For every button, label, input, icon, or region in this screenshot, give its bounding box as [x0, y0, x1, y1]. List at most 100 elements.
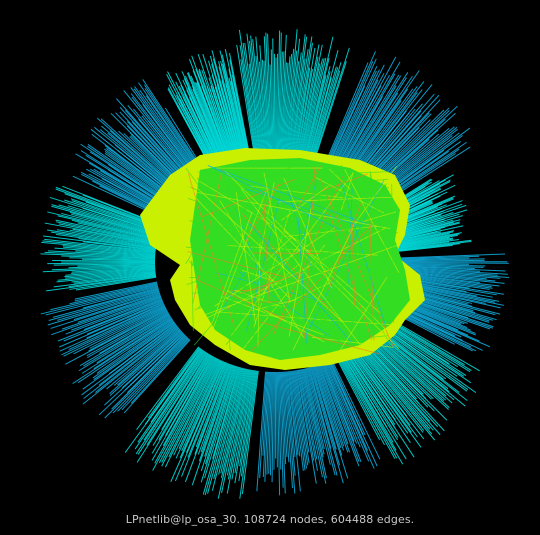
edge-ray	[301, 369, 327, 484]
edge-ray	[53, 273, 156, 288]
edge-ray	[75, 250, 156, 257]
edge-ray	[194, 363, 230, 455]
edge-ray	[266, 371, 271, 475]
edge-ray	[202, 53, 237, 159]
edge-line	[225, 180, 365, 345]
edge-ray	[320, 363, 360, 467]
edge-ray	[71, 267, 156, 274]
edge-line	[222, 296, 324, 336]
edge-ray	[67, 205, 160, 234]
edge-ray	[293, 370, 309, 466]
edge-ray	[44, 222, 157, 245]
edge-line	[214, 244, 347, 325]
edge-ray	[88, 308, 167, 352]
edge-ray	[181, 360, 223, 452]
edge-ray	[212, 58, 241, 157]
edge-ray	[302, 368, 327, 479]
edge-ray	[207, 367, 242, 494]
edge-ray	[292, 370, 307, 469]
edge-ray	[221, 63, 245, 156]
edge-ray	[73, 291, 160, 321]
edge-ray	[83, 314, 170, 367]
edge-ray	[350, 81, 425, 178]
edge-ray	[178, 359, 221, 449]
edge-ray	[336, 356, 385, 446]
edge-line	[189, 220, 312, 245]
edge-ray	[162, 355, 214, 446]
edge-ray	[331, 69, 380, 166]
edge-ray	[69, 283, 158, 305]
edge-ray	[314, 365, 342, 448]
edge-ray	[394, 259, 485, 262]
edge-ray	[47, 290, 160, 326]
edge-line	[186, 190, 391, 230]
edge-ray	[198, 68, 232, 160]
edge-ray	[337, 355, 398, 459]
edge-ray	[82, 322, 176, 390]
edge-ray	[342, 352, 398, 441]
edge-ray	[306, 367, 331, 465]
edge-ray	[288, 61, 300, 153]
edge-ray	[121, 331, 183, 389]
edge-ray	[211, 63, 239, 158]
edge-line	[214, 301, 393, 317]
edge-ray	[218, 61, 243, 157]
edge-ray	[77, 263, 156, 267]
edge-line	[369, 190, 376, 283]
edge-ray	[353, 344, 424, 433]
edge-ray	[51, 295, 162, 336]
edge-ray	[226, 369, 252, 494]
edge-ray	[82, 241, 156, 251]
edge-line	[244, 184, 280, 243]
edge-ray	[302, 58, 325, 156]
edge-ray	[316, 364, 345, 447]
edge-ray	[63, 306, 166, 357]
edge-line	[208, 165, 375, 227]
edge-ray	[68, 274, 156, 288]
edge-ray	[298, 369, 318, 471]
edge-ray	[296, 47, 316, 154]
edge-ray	[318, 364, 351, 453]
edge-ray	[362, 336, 448, 421]
edge-ray	[167, 71, 217, 167]
edge-ray	[68, 264, 156, 269]
edge-line	[188, 190, 290, 299]
edge-ray	[124, 333, 185, 391]
edge-line	[279, 242, 299, 248]
edge-ray	[311, 67, 339, 158]
edge-line	[207, 164, 342, 231]
edge-ray	[344, 77, 407, 173]
edge-ray	[394, 239, 459, 250]
edge-ray	[307, 367, 336, 476]
edge-ray	[57, 270, 156, 281]
edge-ray	[279, 51, 285, 153]
edge-line	[224, 185, 289, 324]
edge-ray	[123, 339, 191, 414]
edge-ray	[356, 342, 431, 430]
edge-ray	[259, 371, 268, 478]
edge-line	[311, 336, 394, 348]
edge-line	[227, 290, 325, 343]
edge-ray	[191, 364, 234, 486]
edge-ray	[195, 68, 230, 161]
edge-line	[215, 277, 392, 305]
edge-line	[391, 184, 395, 323]
edge-ray	[354, 344, 425, 431]
edge-ray	[244, 42, 260, 154]
edge-ray	[236, 44, 255, 154]
edge-ray	[150, 348, 203, 423]
edge-ray	[394, 240, 472, 252]
edge-ray	[224, 49, 249, 155]
edge-ray	[137, 351, 206, 455]
edge-ray	[55, 221, 158, 243]
edge-ray	[220, 368, 246, 474]
edge-ray	[92, 320, 175, 379]
edge-line	[340, 181, 387, 327]
edge-ray	[306, 75, 327, 157]
edge-ray	[394, 243, 461, 252]
edge-ray	[78, 314, 171, 372]
edge-ray	[393, 237, 454, 248]
edge-ray	[56, 271, 156, 283]
edge-line	[263, 172, 291, 302]
edge-line	[202, 200, 252, 263]
